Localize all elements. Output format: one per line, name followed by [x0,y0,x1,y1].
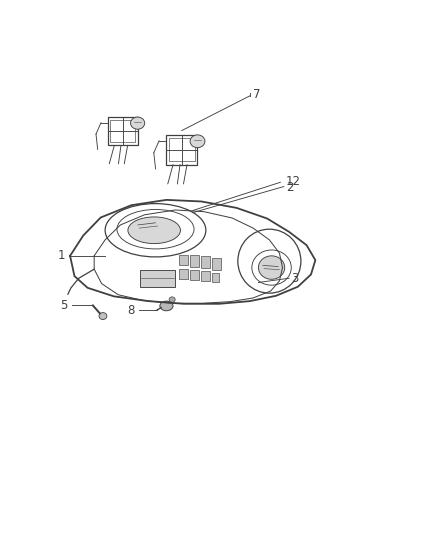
Bar [212,258,221,270]
Text: 12: 12 [286,175,301,188]
Ellipse shape [169,297,175,302]
Ellipse shape [258,256,285,279]
Ellipse shape [190,135,205,148]
Bar [212,273,219,282]
Bar [190,255,199,266]
Text: 3: 3 [291,272,298,285]
Bar [201,256,210,268]
Bar [108,117,138,146]
Ellipse shape [160,301,173,311]
Text: 1: 1 [57,249,65,262]
Bar [179,269,188,279]
Bar [201,271,210,281]
Bar [179,255,188,265]
Bar [166,135,198,165]
Bar [110,120,135,142]
Bar [190,270,199,280]
Text: 8: 8 [127,304,135,317]
Ellipse shape [99,312,107,320]
Bar [140,270,175,287]
Text: 7: 7 [253,88,261,101]
Ellipse shape [131,117,145,129]
Bar [169,138,195,161]
Text: 2: 2 [286,181,293,194]
Ellipse shape [128,217,180,244]
Text: 5: 5 [60,299,68,312]
